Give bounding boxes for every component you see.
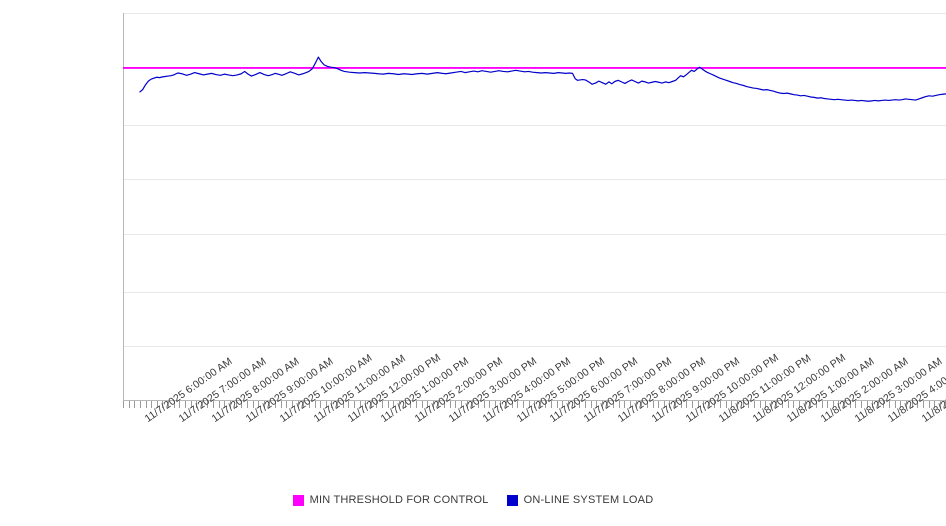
chart-legend: MIN THRESHOLD FOR CONTROL ON-LINE SYSTEM … <box>0 494 946 506</box>
axis-lines <box>123 13 946 401</box>
legend-entry[interactable]: ON-LINE SYSTEM LOAD <box>506 494 654 506</box>
legend-entry[interactable]: MIN THRESHOLD FOR CONTROL <box>292 494 489 506</box>
gridlines <box>123 13 946 401</box>
legend-swatch-icon <box>292 494 304 506</box>
legend-swatch-icon <box>506 494 518 506</box>
legend-label: ON-LINE SYSTEM LOAD <box>523 494 654 506</box>
x-axis-minor-ticks <box>123 401 946 408</box>
series-on-line-system-load <box>139 56 946 102</box>
legend-label: MIN THRESHOLD FOR CONTROL <box>309 494 489 506</box>
